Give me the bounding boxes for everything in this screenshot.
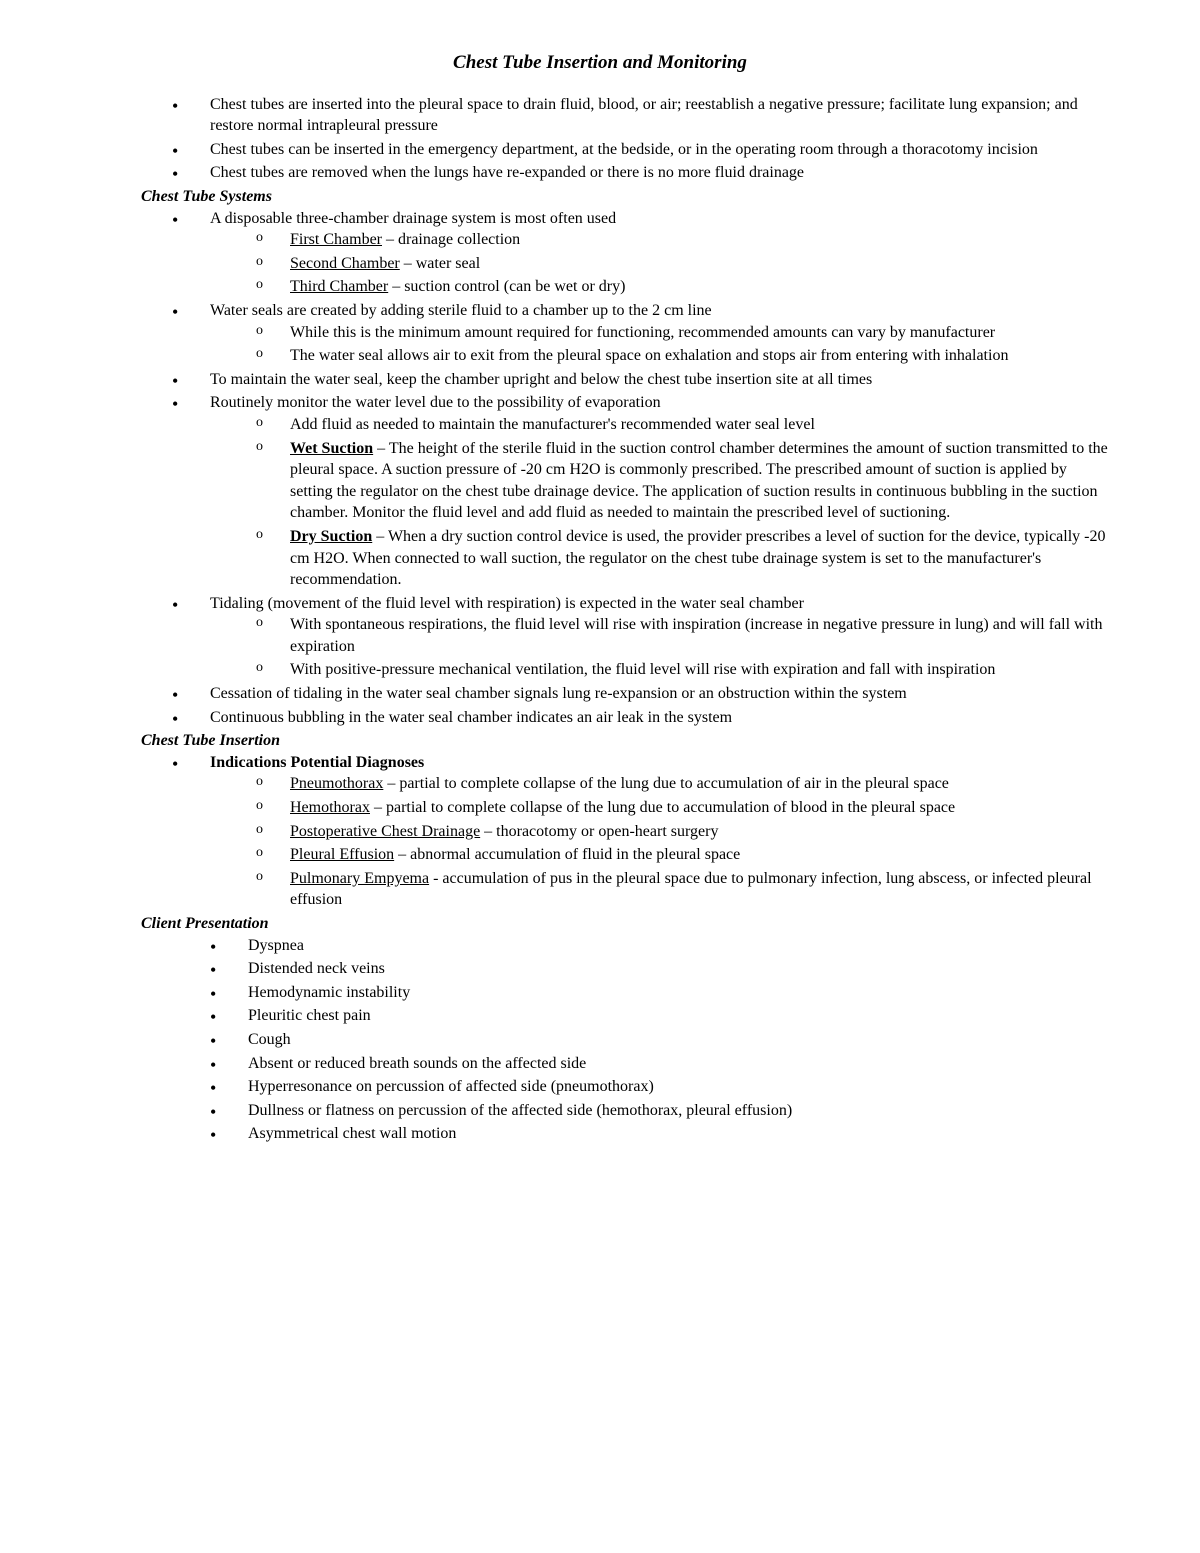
list-item: Asymmetrical chest wall motion <box>210 1123 1110 1145</box>
sub-item: Pulmonary Empyema - accumulation of pus … <box>256 868 1110 911</box>
term: Third Chamber <box>290 278 388 295</box>
list-item: To maintain the water seal, keep the cha… <box>172 369 1110 391</box>
term: Pneumothorax <box>290 775 383 792</box>
list-item: Chest tubes are removed when the lungs h… <box>172 162 1110 184</box>
term: Wet Suction <box>290 440 373 457</box>
term: Second Chamber <box>290 255 400 272</box>
item-text: Water seals are created by adding steril… <box>210 302 712 319</box>
list-item: Routinely monitor the water level due to… <box>172 392 1110 590</box>
sub-item: First Chamber – drainage collection <box>256 229 1110 251</box>
sub-list: Pneumothorax – partial to complete colla… <box>210 773 1110 911</box>
sub-list: First Chamber – drainage collection Seco… <box>210 229 1110 298</box>
definition: – suction control (can be wet or dry) <box>388 278 625 295</box>
list-item: Cough <box>210 1029 1110 1051</box>
list-item: Indications Potential Diagnoses Pneumoth… <box>172 752 1110 911</box>
item-text: Routinely monitor the water level due to… <box>210 394 661 411</box>
list-item: Hemodynamic instability <box>210 982 1110 1004</box>
sub-item: Second Chamber – water seal <box>256 253 1110 275</box>
term: Pulmonary Empyema <box>290 870 429 887</box>
list-item: Cessation of tidaling in the water seal … <box>172 683 1110 705</box>
page-title: Chest Tube Insertion and Monitoring <box>90 50 1110 76</box>
sub-item: Hemothorax – partial to complete collaps… <box>256 797 1110 819</box>
sub-item: The water seal allows air to exit from t… <box>256 345 1110 367</box>
item-text: Indications Potential Diagnoses <box>210 754 424 771</box>
list-item: Continuous bubbling in the water seal ch… <box>172 707 1110 729</box>
list-item: A disposable three-chamber drainage syst… <box>172 208 1110 298</box>
sub-item: Postoperative Chest Drainage – thoracoto… <box>256 821 1110 843</box>
sub-item: Pneumothorax – partial to complete colla… <box>256 773 1110 795</box>
sub-list: With spontaneous respirations, the fluid… <box>210 614 1110 681</box>
definition: – When a dry suction control device is u… <box>290 528 1105 588</box>
item-text: Tidaling (movement of the fluid level wi… <box>210 595 804 612</box>
list-item: Chest tubes are inserted into the pleura… <box>172 94 1110 137</box>
intro-list: Chest tubes are inserted into the pleura… <box>90 94 1110 184</box>
systems-list: A disposable three-chamber drainage syst… <box>90 208 1110 729</box>
list-item: Pleuritic chest pain <box>210 1005 1110 1027</box>
term: Hemothorax <box>290 799 370 816</box>
term: Pleural Effusion <box>290 846 394 863</box>
definition: – partial to complete collapse of the lu… <box>370 799 955 816</box>
list-item: Chest tubes can be inserted in the emerg… <box>172 139 1110 161</box>
sub-item: With spontaneous respirations, the fluid… <box>256 614 1110 657</box>
term: First Chamber <box>290 231 382 248</box>
term: Dry Suction <box>290 528 372 545</box>
definition: – partial to complete collapse of the lu… <box>383 775 949 792</box>
list-item: Dyspnea <box>210 935 1110 957</box>
list-item: Water seals are created by adding steril… <box>172 300 1110 367</box>
sub-item: While this is the minimum amount require… <box>256 322 1110 344</box>
sub-list: While this is the minimum amount require… <box>210 322 1110 367</box>
presentation-list: Dyspnea Distended neck veins Hemodynamic… <box>90 935 1110 1145</box>
list-item: Distended neck veins <box>210 958 1110 980</box>
sub-item: Wet Suction – The height of the sterile … <box>256 438 1110 524</box>
list-item: Dullness or flatness on percussion of th… <box>210 1100 1110 1122</box>
sub-item: Third Chamber – suction control (can be … <box>256 276 1110 298</box>
sub-item: Add fluid as needed to maintain the manu… <box>256 414 1110 436</box>
sub-item: Dry Suction – When a dry suction control… <box>256 526 1110 591</box>
list-item: Tidaling (movement of the fluid level wi… <box>172 593 1110 681</box>
insertion-list: Indications Potential Diagnoses Pneumoth… <box>90 752 1110 911</box>
list-item: Absent or reduced breath sounds on the a… <box>210 1053 1110 1075</box>
definition: – The height of the sterile fluid in the… <box>290 440 1108 522</box>
section-header-presentation: Client Presentation <box>90 913 1110 935</box>
item-text: A disposable three-chamber drainage syst… <box>210 210 616 227</box>
term: Postoperative Chest Drainage <box>290 823 480 840</box>
section-header-systems: Chest Tube Systems <box>90 186 1110 208</box>
sub-list: Add fluid as needed to maintain the manu… <box>210 414 1110 591</box>
sub-item: With positive-pressure mechanical ventil… <box>256 659 1110 681</box>
definition: – thoracotomy or open-heart surgery <box>480 823 718 840</box>
definition: – water seal <box>400 255 480 272</box>
list-item: Hyperresonance on percussion of affected… <box>210 1076 1110 1098</box>
definition: – drainage collection <box>382 231 520 248</box>
sub-item: Pleural Effusion – abnormal accumulation… <box>256 844 1110 866</box>
section-header-insertion: Chest Tube Insertion <box>90 730 1110 752</box>
definition: – abnormal accumulation of fluid in the … <box>394 846 740 863</box>
